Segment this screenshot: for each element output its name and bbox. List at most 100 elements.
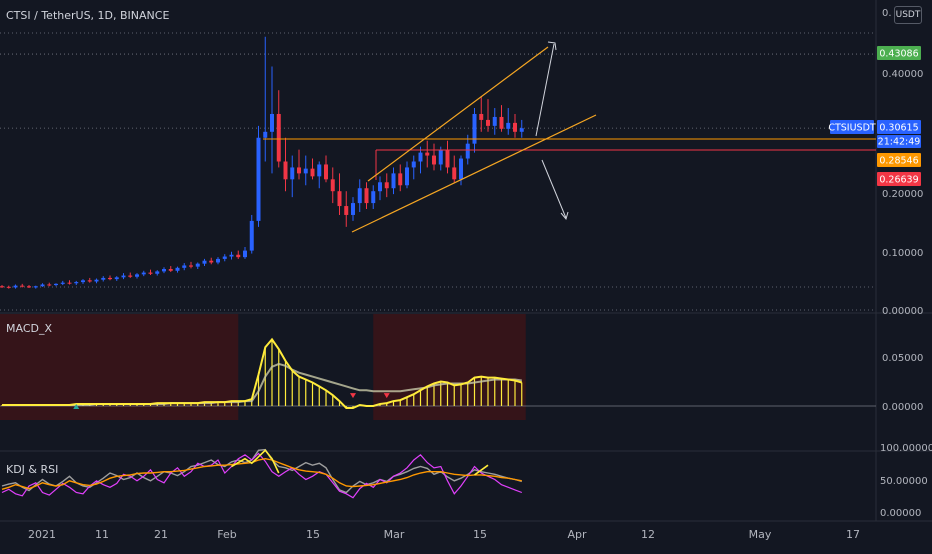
arrow-down-head	[560, 211, 569, 221]
time-tick-label: 17	[846, 528, 860, 541]
candlestick-series	[0, 36, 524, 289]
price-tick-label: 0.00000	[882, 306, 923, 317]
currency-button[interactable]: USDT	[894, 6, 922, 24]
candle-body	[189, 265, 193, 267]
candle-body	[472, 113, 477, 144]
candle-body	[54, 283, 58, 286]
price-tag-bg	[877, 172, 921, 186]
candle-body	[162, 269, 166, 272]
candle-body	[405, 167, 409, 186]
candle-body	[513, 122, 517, 132]
arrow-up	[535, 43, 555, 137]
candle-body	[357, 188, 362, 204]
candle-body	[398, 173, 403, 186]
candle-body	[378, 182, 382, 192]
candle-body	[506, 122, 511, 129]
candle-body	[344, 206, 349, 215]
candle-body	[438, 149, 443, 165]
grid-lines	[0, 0, 932, 522]
candle-body	[256, 137, 261, 221]
candle-body	[209, 260, 214, 263]
candle-body	[148, 272, 153, 274]
trend-drawings	[263, 41, 876, 233]
candle-body	[270, 113, 274, 132]
candle-body	[216, 258, 220, 263]
candle-body	[317, 164, 322, 177]
macd-down-marker	[350, 393, 356, 399]
macd-pane-title: MACD_X	[6, 322, 53, 335]
channel-lower	[351, 114, 597, 233]
price-tick-label: 0.20000	[882, 189, 923, 200]
candle-body	[101, 277, 106, 280]
candle-body	[479, 113, 484, 120]
candle-body	[351, 203, 355, 215]
kdj-rsi-pane	[1, 448, 523, 499]
candle-body	[108, 277, 112, 280]
macd-tick-label: 0.00000	[882, 402, 923, 413]
candle-body	[452, 167, 457, 180]
price-tag-label: 0.43086	[879, 49, 918, 60]
candle-body	[195, 263, 200, 267]
kdj-tick-label: 0.00000	[880, 508, 921, 519]
candle-body	[263, 131, 268, 138]
candle-body	[141, 272, 146, 275]
price-tags: 0.43086 CTSIUSDT 0.30615 21:42:49 0.28546 0.2…	[828, 46, 921, 186]
candle-body	[384, 182, 389, 189]
candle-body	[425, 152, 430, 156]
price-tag-bg	[877, 46, 921, 60]
candle-body	[87, 280, 92, 282]
candle-body	[297, 167, 301, 174]
candle-body	[182, 265, 187, 268]
price-tag-label: CTSIUSDT	[828, 123, 876, 134]
candle-body	[74, 282, 79, 284]
candle-body	[276, 113, 281, 162]
candle-body	[168, 269, 173, 271]
price-tag-bg	[877, 120, 921, 134]
candle-body	[310, 168, 315, 177]
time-tick-label: 15	[306, 528, 320, 541]
time-tick-label: 2021	[28, 528, 56, 541]
candle-body	[519, 128, 524, 132]
time-tick-label: Mar	[384, 528, 405, 541]
candle-body	[135, 274, 139, 277]
macd-tick-label: 0.05000	[882, 353, 923, 364]
macd-pane	[0, 337, 876, 409]
candle-body	[465, 143, 470, 159]
kdj-j-spike-2	[474, 464, 489, 476]
candle-body	[60, 282, 65, 284]
candle-body	[114, 277, 119, 280]
kdj-tick-label: 50.00000	[880, 476, 928, 487]
time-tick-label: 15	[473, 528, 487, 541]
price-tick-label: 0.10000	[882, 248, 923, 259]
candle-body	[20, 285, 25, 287]
price-tick-label-top: 0.	[882, 8, 892, 19]
candle-body	[324, 164, 328, 180]
macd-down-marker	[383, 393, 390, 399]
macd-bg-bear-2	[373, 314, 526, 420]
kdj-tick-label: 100.00000	[880, 443, 932, 454]
candle-body	[371, 191, 376, 204]
candle-body	[330, 179, 335, 192]
candle-body	[283, 161, 288, 180]
candle-body	[290, 167, 295, 180]
candle-body	[121, 275, 126, 278]
time-tick-label: Apr	[567, 528, 587, 541]
candle-body	[33, 286, 38, 288]
price-tick-label: 0.40000	[882, 69, 923, 80]
candle-body	[27, 286, 31, 288]
candle-body	[0, 286, 4, 288]
time-tick-label: 11	[95, 528, 109, 541]
price-axis: 0.00000 0.10000 0.20000 0.40000 0.00000 0.050…	[880, 8, 932, 519]
rsi-line	[1, 457, 522, 490]
macd-line	[2, 337, 523, 409]
price-tag-label: 0.30615	[879, 123, 918, 134]
candle-body	[6, 286, 11, 288]
time-axis: 2021 11 21 Feb 15 Mar 15 Apr 12 May 17	[28, 528, 860, 541]
candle-body	[459, 158, 463, 180]
candle-body	[432, 155, 436, 165]
candle-body	[81, 280, 85, 283]
candle-body	[303, 168, 308, 174]
candle-body	[486, 119, 490, 126]
price-tag-bg	[877, 135, 921, 148]
